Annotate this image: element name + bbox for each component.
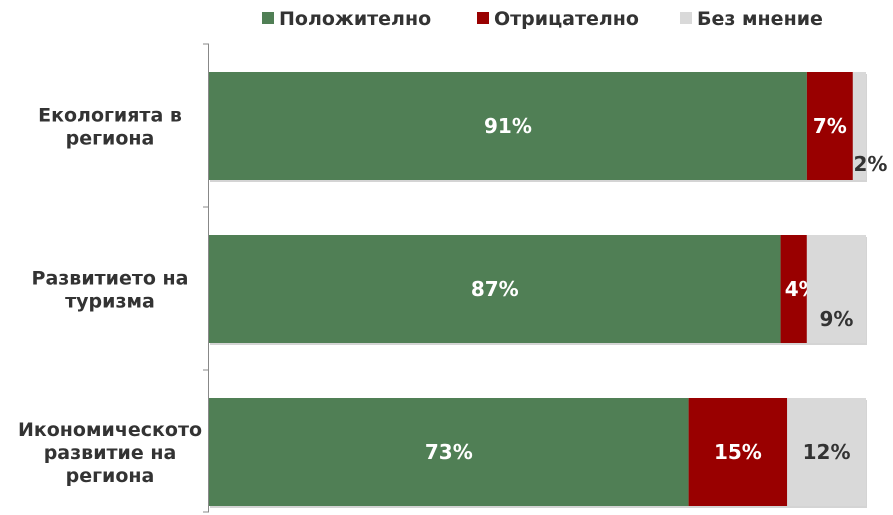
data-label-1-series-1: 91% (484, 114, 532, 138)
bar-3-series-2 (688, 398, 788, 506)
category-label-1: Екологията в региона (38, 105, 182, 150)
category-label-3: Икономическото развитие на региона (18, 419, 202, 487)
legend-swatch-3 (680, 12, 692, 24)
legend-label-2: Отрицателно (494, 8, 639, 30)
bar-2-series-3 (806, 235, 866, 343)
data-label-2-series-1: 87% (471, 277, 519, 301)
bar-2-series-1 (209, 235, 781, 343)
data-label-2-series-3: 9% (819, 307, 853, 331)
category-label-2: Развитието на туризма (32, 268, 189, 313)
bar-3-series-1 (209, 398, 689, 506)
bar-1-series-1 (209, 72, 807, 180)
legend-label-1: Положително (279, 8, 431, 30)
legend-swatch-2 (477, 12, 489, 24)
data-label-1-series-3: 2% (853, 152, 887, 176)
bar-1-series-2 (806, 72, 853, 180)
data-label-3-series-2: 15% (714, 440, 762, 464)
bar-2-series-2 (780, 235, 807, 343)
legend-swatch-1 (262, 12, 274, 24)
data-label-3-series-1: 73% (425, 440, 473, 464)
data-label-3-series-3: 12% (803, 440, 851, 464)
data-label-1-series-2: 7% (813, 114, 847, 138)
legend-label-3: Без мнение (697, 8, 823, 30)
bar-1-series-3 (852, 72, 866, 180)
bar-3-series-3 (787, 398, 866, 506)
